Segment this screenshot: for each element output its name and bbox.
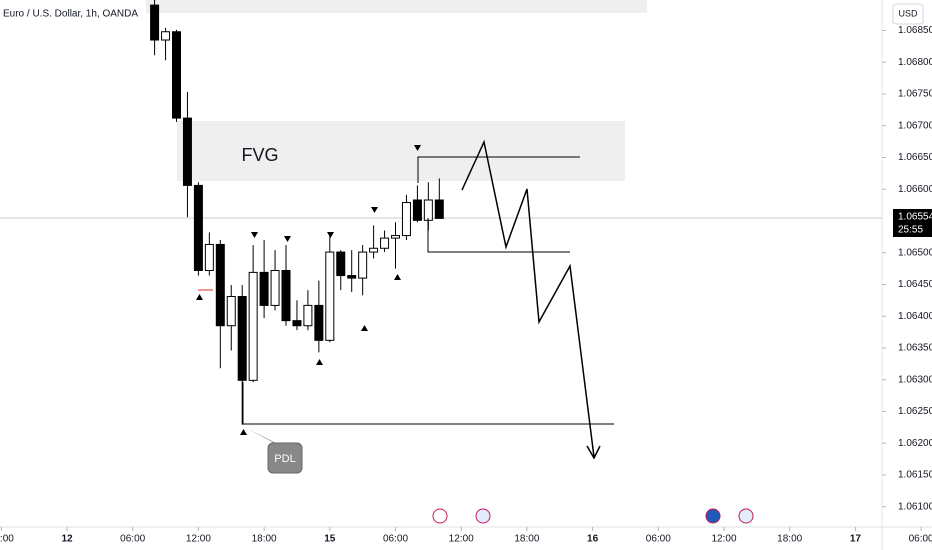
candle-body [434, 199, 444, 219]
down-marker [284, 236, 291, 242]
candle-body [150, 4, 160, 41]
annotations: FVG [0, 0, 882, 219]
y-tick-label: 1.06350 [898, 343, 932, 354]
last-price-box [893, 209, 932, 237]
x-tick-label: 18:00 [252, 534, 277, 545]
down-marker [327, 232, 334, 238]
x-tick-label: 06:00 [909, 534, 932, 545]
x-tick-label: 06:00 [120, 534, 145, 545]
pdl-label: PDL [274, 453, 295, 465]
candle-body [336, 251, 346, 277]
projection-path [461, 139, 595, 458]
callout-box [267, 442, 303, 474]
y-tick-label: 1.06850 [898, 25, 932, 36]
candle-body [226, 296, 236, 327]
y-tick-label: 1.06650 [898, 152, 932, 163]
candle-body [237, 296, 247, 381]
pdl-line [242, 382, 614, 425]
drawings [198, 139, 614, 460]
callout-pointer [246, 428, 282, 446]
candle-body [292, 320, 302, 327]
candle-body [423, 199, 433, 221]
candle-body [380, 237, 390, 249]
y-tick-label: 1.06100 [898, 501, 932, 512]
candle-body [259, 271, 269, 306]
markers [196, 145, 421, 435]
currency-label: USD [898, 8, 918, 18]
x-tick-label: 18:00 [514, 534, 539, 545]
event-icon [738, 508, 754, 524]
y-tick-label: 1.06250 [898, 406, 932, 417]
y-tick-label: 1.06150 [898, 470, 932, 481]
x-tick-label: 18:00 [0, 534, 14, 545]
down-marker [371, 207, 378, 213]
x-tick-label: 12:00 [449, 534, 474, 545]
candles [150, 0, 444, 425]
candle-body [303, 304, 313, 327]
fvg-label: FVG [241, 145, 278, 165]
candle-body [161, 31, 171, 41]
low-level [427, 218, 570, 253]
y-tick-label: 1.06450 [898, 279, 932, 290]
candle-body [401, 202, 411, 237]
y-tick-label: 1.06750 [898, 89, 932, 100]
up-marker [394, 274, 401, 280]
y-tick-label: 1.06200 [898, 438, 932, 449]
candle-body [369, 247, 379, 253]
chart-title: Euro / U.S. Dollar, 1h, OANDA [3, 9, 138, 20]
fvg-zone [177, 121, 625, 181]
x-tick-label: 15 [324, 534, 336, 545]
countdown: 25:55 [898, 225, 923, 236]
candle-body [172, 31, 182, 119]
candle-body [281, 269, 291, 322]
projection-arrowhead [586, 445, 601, 460]
y-tick-label: 1.06500 [898, 247, 932, 258]
y-tick-label: 1.06800 [898, 57, 932, 68]
candle-body [391, 235, 401, 239]
x-tick-label: 16 [587, 534, 599, 545]
up-marker [361, 325, 368, 331]
event-icon [432, 508, 448, 524]
candle-body [215, 243, 225, 327]
x-tick-label: 06:00 [646, 534, 671, 545]
x-tick-label: 12 [61, 534, 73, 545]
pdl-callout: PDL [246, 428, 303, 474]
up-marker [196, 294, 203, 300]
y-tick-label: 1.06600 [898, 184, 932, 195]
event-icons [432, 508, 754, 524]
high-level [417, 156, 580, 183]
up-marker [316, 359, 323, 365]
event-icon [475, 508, 491, 524]
last-price-label: 1.06554 [898, 212, 932, 223]
candle-body [248, 271, 258, 381]
candle-body [182, 117, 192, 186]
x-tick-label: 12:00 [186, 534, 211, 545]
candle-body [412, 199, 422, 221]
x-tick-label: 06:00 [383, 534, 408, 545]
down-marker [251, 232, 258, 238]
candle-body [358, 251, 368, 279]
y-tick-label: 1.06700 [898, 120, 932, 131]
candle-body [325, 251, 335, 341]
candle-body [270, 269, 280, 306]
currency-box [892, 3, 924, 25]
up-marker [240, 429, 247, 435]
down-marker [414, 145, 421, 151]
y-tick-label: 1.06400 [898, 311, 932, 322]
x-tick-label: 18:00 [777, 534, 802, 545]
x-tick-label: 12:00 [711, 534, 736, 545]
candle-body [314, 304, 324, 341]
event-icon [705, 508, 721, 524]
x-tick-label: 17 [850, 534, 862, 545]
candle-body [347, 275, 357, 279]
axes: 1.06100 1.06150 1.06200 1.06250 1.06300 1.063… [0, 25, 932, 545]
candle-body [193, 184, 203, 271]
candle-body [204, 243, 214, 271]
supply-zone [146, 0, 647, 13]
y-tick-label: 1.06300 [898, 374, 932, 385]
